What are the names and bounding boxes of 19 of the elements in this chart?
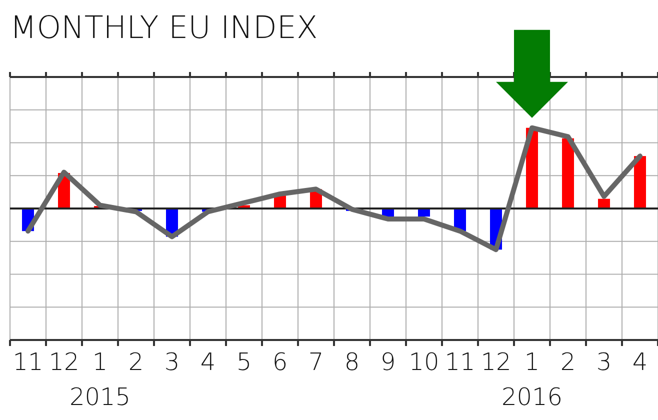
x-tick-label: 11 — [12, 348, 44, 376]
x-tick-label: 10 — [408, 348, 440, 376]
bar — [634, 156, 646, 208]
x-tick-label: 7 — [308, 348, 324, 376]
x-tick-label: 2 — [560, 348, 576, 376]
x-tick-label: 12 — [480, 348, 512, 376]
x-tick-label: 8 — [344, 348, 360, 376]
x-tick-label: 6 — [272, 348, 288, 376]
x-tick-label: 4 — [632, 348, 648, 376]
x-tick-label: 5 — [236, 348, 252, 376]
x-tick-label: 11 — [444, 348, 476, 376]
x-tick-label: 2 — [128, 348, 144, 376]
x-tick-label: 12 — [48, 348, 80, 376]
chart-title: MONTHLY EU INDEX — [10, 10, 318, 46]
x-tick-label: 9 — [380, 348, 396, 376]
x-tick-label: 3 — [596, 348, 612, 376]
x-tick-label: 4 — [200, 348, 216, 376]
bar — [562, 138, 574, 208]
x-tick-label: 3 — [164, 348, 180, 376]
